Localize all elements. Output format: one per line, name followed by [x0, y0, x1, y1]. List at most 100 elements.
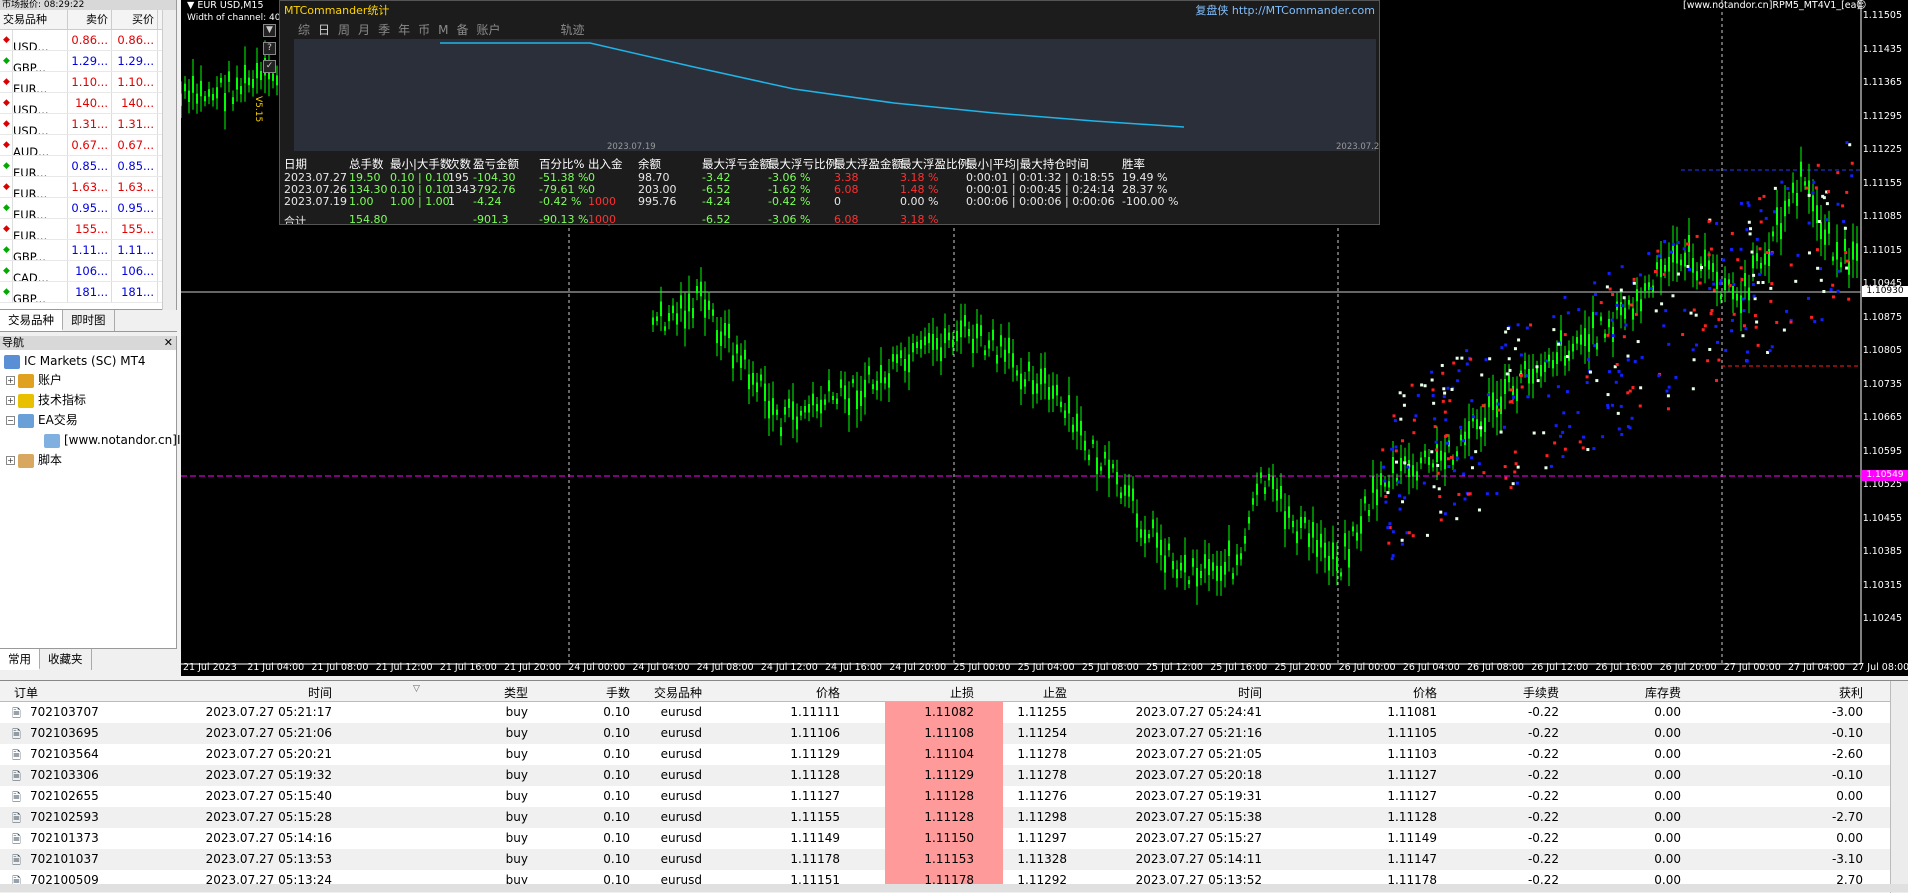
table-row[interactable]: 🗎 702102655 2023.07.27 05:15:40 buy 0.10 euru… [0, 786, 1890, 807]
stat-cell: 1343 [448, 183, 476, 196]
orders-col-header[interactable]: 价格 [1412, 686, 1437, 700]
market-row[interactable]: ◆ EUR... 155... 155... [0, 219, 176, 240]
market-row[interactable]: ◆ USD... 140... 140... [0, 93, 176, 114]
symbol-text: USD... [13, 40, 49, 50]
market-row[interactable]: ◆ EUR... 0.95... 0.95... [0, 198, 176, 219]
orders-col-header[interactable]: 库存费 [1644, 686, 1681, 700]
table-row[interactable]: 🗎 702103306 2023.07.27 05:19:32 buy 0.10 euru… [0, 765, 1890, 786]
trade-marker [1687, 267, 1691, 271]
table-row[interactable]: 🗎 702102593 2023.07.27 05:15:28 buy 0.10 euru… [0, 807, 1890, 828]
market-row[interactable]: ◆ GBP... 1.11... 1.11... [0, 240, 176, 261]
trade-marker [1749, 227, 1753, 231]
tab-tick-chart[interactable]: 即时图 [63, 310, 115, 331]
orders-col-header[interactable]: 订单 [14, 686, 39, 700]
trade-marker [1825, 218, 1829, 222]
market-row[interactable]: ◆ AUD... 0.67... 0.67... [0, 135, 176, 156]
nav-scripts[interactable]: + 脚本 [6, 451, 62, 469]
mtc-tab[interactable]: 月 [358, 23, 371, 37]
table-row[interactable]: 🗎 702103707 2023.07.27 05:21:17 buy 0.10 euru… [0, 702, 1890, 723]
col-symbol[interactable]: 交易品种 [0, 10, 68, 29]
trade-marker [1399, 417, 1403, 421]
orders-col-header[interactable]: 时间 [1237, 686, 1262, 700]
table-cell: 2023.07.27 05:20:21 [205, 747, 332, 761]
table-row[interactable]: 🗎 702103695 2023.07.27 05:21:06 buy 0.10 euru… [0, 723, 1890, 744]
orders-col-header[interactable]: 手续费 [1522, 686, 1559, 700]
orders-col-header[interactable]: 手数 [605, 686, 630, 700]
stat-header: 最大浮亏金额 [702, 157, 771, 171]
orders-col-header[interactable]: 类型 [503, 686, 528, 700]
chart-button-down[interactable]: ▼ [263, 24, 276, 37]
mtc-tab[interactable]: 账户 [476, 23, 501, 37]
table-cell: 0.00 [1654, 810, 1681, 824]
table-cell: 1.11105 [1387, 726, 1437, 740]
tab-common[interactable]: 常用 [0, 649, 40, 670]
trade-marker [1666, 394, 1670, 398]
mtc-tab[interactable]: 备 [456, 23, 469, 37]
mtc-tab[interactable]: M [438, 23, 449, 37]
nav-indicators[interactable]: + 技术指标 [6, 391, 86, 409]
col-ask[interactable]: 买价 [112, 10, 158, 29]
mtc-tab[interactable]: 季 [378, 23, 391, 37]
expand-icon[interactable]: + [6, 396, 15, 405]
trade-marker [1443, 512, 1447, 516]
orders-col-header[interactable]: 止盈 [1042, 686, 1067, 700]
trade-marker [1391, 530, 1395, 534]
table-row[interactable]: 🗎 702101037 2023.07.27 05:13:53 buy 0.10 euru… [0, 849, 1890, 870]
stat-header: 日期 [284, 157, 307, 171]
mtc-tab[interactable]: 币 [418, 23, 431, 37]
expand-icon[interactable]: + [6, 376, 15, 385]
table-cell: 1.11106 [790, 726, 840, 740]
tab-favorites[interactable]: 收藏夹 [40, 649, 92, 670]
candle-body [992, 329, 994, 341]
market-row[interactable]: ◆ EUR... 1.63... 1.63... [0, 177, 176, 198]
market-watch-scrollbar[interactable] [162, 10, 176, 310]
market-row[interactable]: ◆ USD... 1.31... 1.31... [0, 114, 176, 135]
orders-col-header[interactable]: 价格 [815, 686, 840, 700]
trade-marker [1617, 427, 1621, 431]
orders-col-header[interactable]: 时间 [307, 686, 332, 700]
mtc-tab[interactable]: 年 [398, 23, 411, 37]
mtc-link[interactable]: 复盘侠 http://MTCommander.com [1195, 4, 1375, 17]
market-row-ask: 0.86... [112, 30, 158, 50]
candle-body [1436, 444, 1438, 463]
mtc-tab[interactable]: 综 [298, 23, 311, 37]
col-bid[interactable]: 卖价 [68, 10, 112, 29]
trade-marker [1703, 324, 1707, 328]
market-row[interactable]: ◆ GBP... 1.29... 1.29... [0, 51, 176, 72]
nav-root[interactable]: IC Markets (SC) MT4 [4, 352, 146, 370]
up-arrow-icon: ◆ [3, 198, 13, 218]
mtc-tab[interactable]: 日 [318, 23, 331, 37]
chart-button-help[interactable]: ? [263, 42, 276, 55]
trade-marker [1716, 340, 1720, 344]
market-row[interactable]: ◆ EUR... 0.85... 0.85... [0, 156, 176, 177]
stat-cell: 6.08 [834, 183, 859, 196]
candle-body [1416, 471, 1418, 481]
market-row[interactable]: ◆ USD... 0.86... 0.86... [0, 30, 176, 51]
mtc-tab[interactable]: 周 [338, 23, 351, 37]
market-row[interactable]: ◆ EUR... 1.10... 1.10... [0, 72, 176, 93]
expand-icon[interactable]: + [6, 456, 15, 465]
candle-body [848, 398, 850, 416]
table-row[interactable]: 🗎 702101373 2023.07.27 05:14:16 buy 0.10 euru… [0, 828, 1890, 849]
orders-scrollbar[interactable] [1890, 681, 1908, 893]
trade-marker [1610, 403, 1614, 407]
nav-accounts[interactable]: + 账户 [6, 371, 62, 389]
close-icon[interactable]: ✕ [163, 336, 173, 349]
stat-cell: 19.50 [349, 171, 381, 184]
trade-marker [1630, 416, 1634, 420]
trade-marker [1789, 263, 1793, 267]
market-row[interactable]: ◆ CAD... 106... 106... [0, 261, 176, 282]
chart-button-check[interactable]: ✓ [263, 60, 276, 73]
market-row[interactable]: ◆ GBP... 181... 181... [0, 282, 176, 303]
trade-marker [1758, 272, 1762, 276]
mtc-tab[interactable]: 轨迹 [560, 23, 585, 37]
nav-ea-item[interactable]: [www.notandor.cn]I [44, 431, 180, 449]
tab-symbols[interactable]: 交易品种 [0, 310, 63, 331]
orders-col-header[interactable]: 交易品种 [653, 686, 702, 700]
table-row[interactable]: 🗎 702103564 2023.07.27 05:20:21 buy 0.10 euru… [0, 744, 1890, 765]
candle-body [876, 380, 878, 391]
orders-col-header[interactable]: 止损 [949, 686, 974, 700]
orders-col-header[interactable]: 获利 [1838, 686, 1863, 700]
collapse-icon[interactable]: − [6, 416, 15, 425]
nav-expert-advisors[interactable]: − EA交易 [6, 411, 78, 429]
